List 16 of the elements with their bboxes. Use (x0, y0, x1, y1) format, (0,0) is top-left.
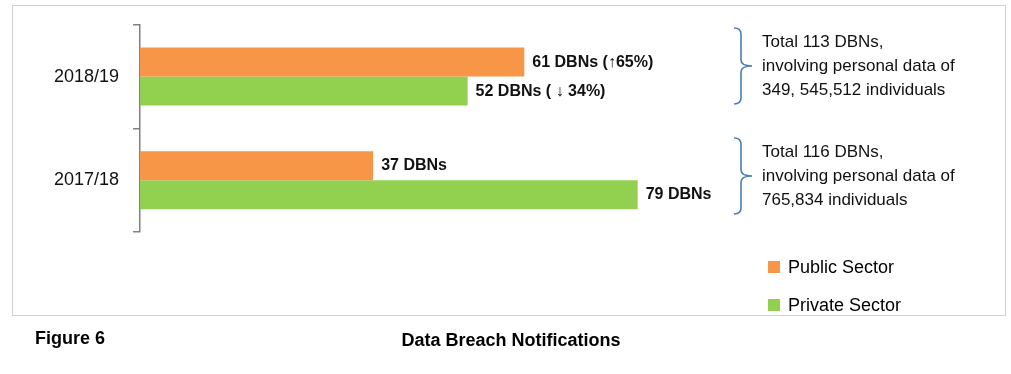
text: Data Breach Notifications (401, 330, 621, 350)
y-tick-label: 2017/18 (53, 169, 120, 190)
bar (140, 47, 525, 77)
text: Total 113 DBNs, involving personal data of 349, 545,512 individuals (762, 31, 955, 101)
data-label: 79 DBNs (645, 185, 712, 203)
text: Total 116 DBNs, involving personal data of 765,834 individuals (762, 141, 955, 211)
data-label: 37 DBNs (381, 156, 448, 174)
bar (140, 180, 638, 210)
caption: Figure 6 (35, 328, 106, 349)
y-tick-label: 2018/19 (53, 65, 120, 86)
legend-label: Private Sector (788, 294, 902, 316)
data-label: 61 DBNs (↑65%) (532, 52, 654, 70)
bar (140, 76, 468, 106)
data-label: 52 DBNs ( ↓ 34%) (475, 81, 606, 99)
legend-label: Public Sector (788, 256, 895, 278)
bar (140, 151, 374, 181)
